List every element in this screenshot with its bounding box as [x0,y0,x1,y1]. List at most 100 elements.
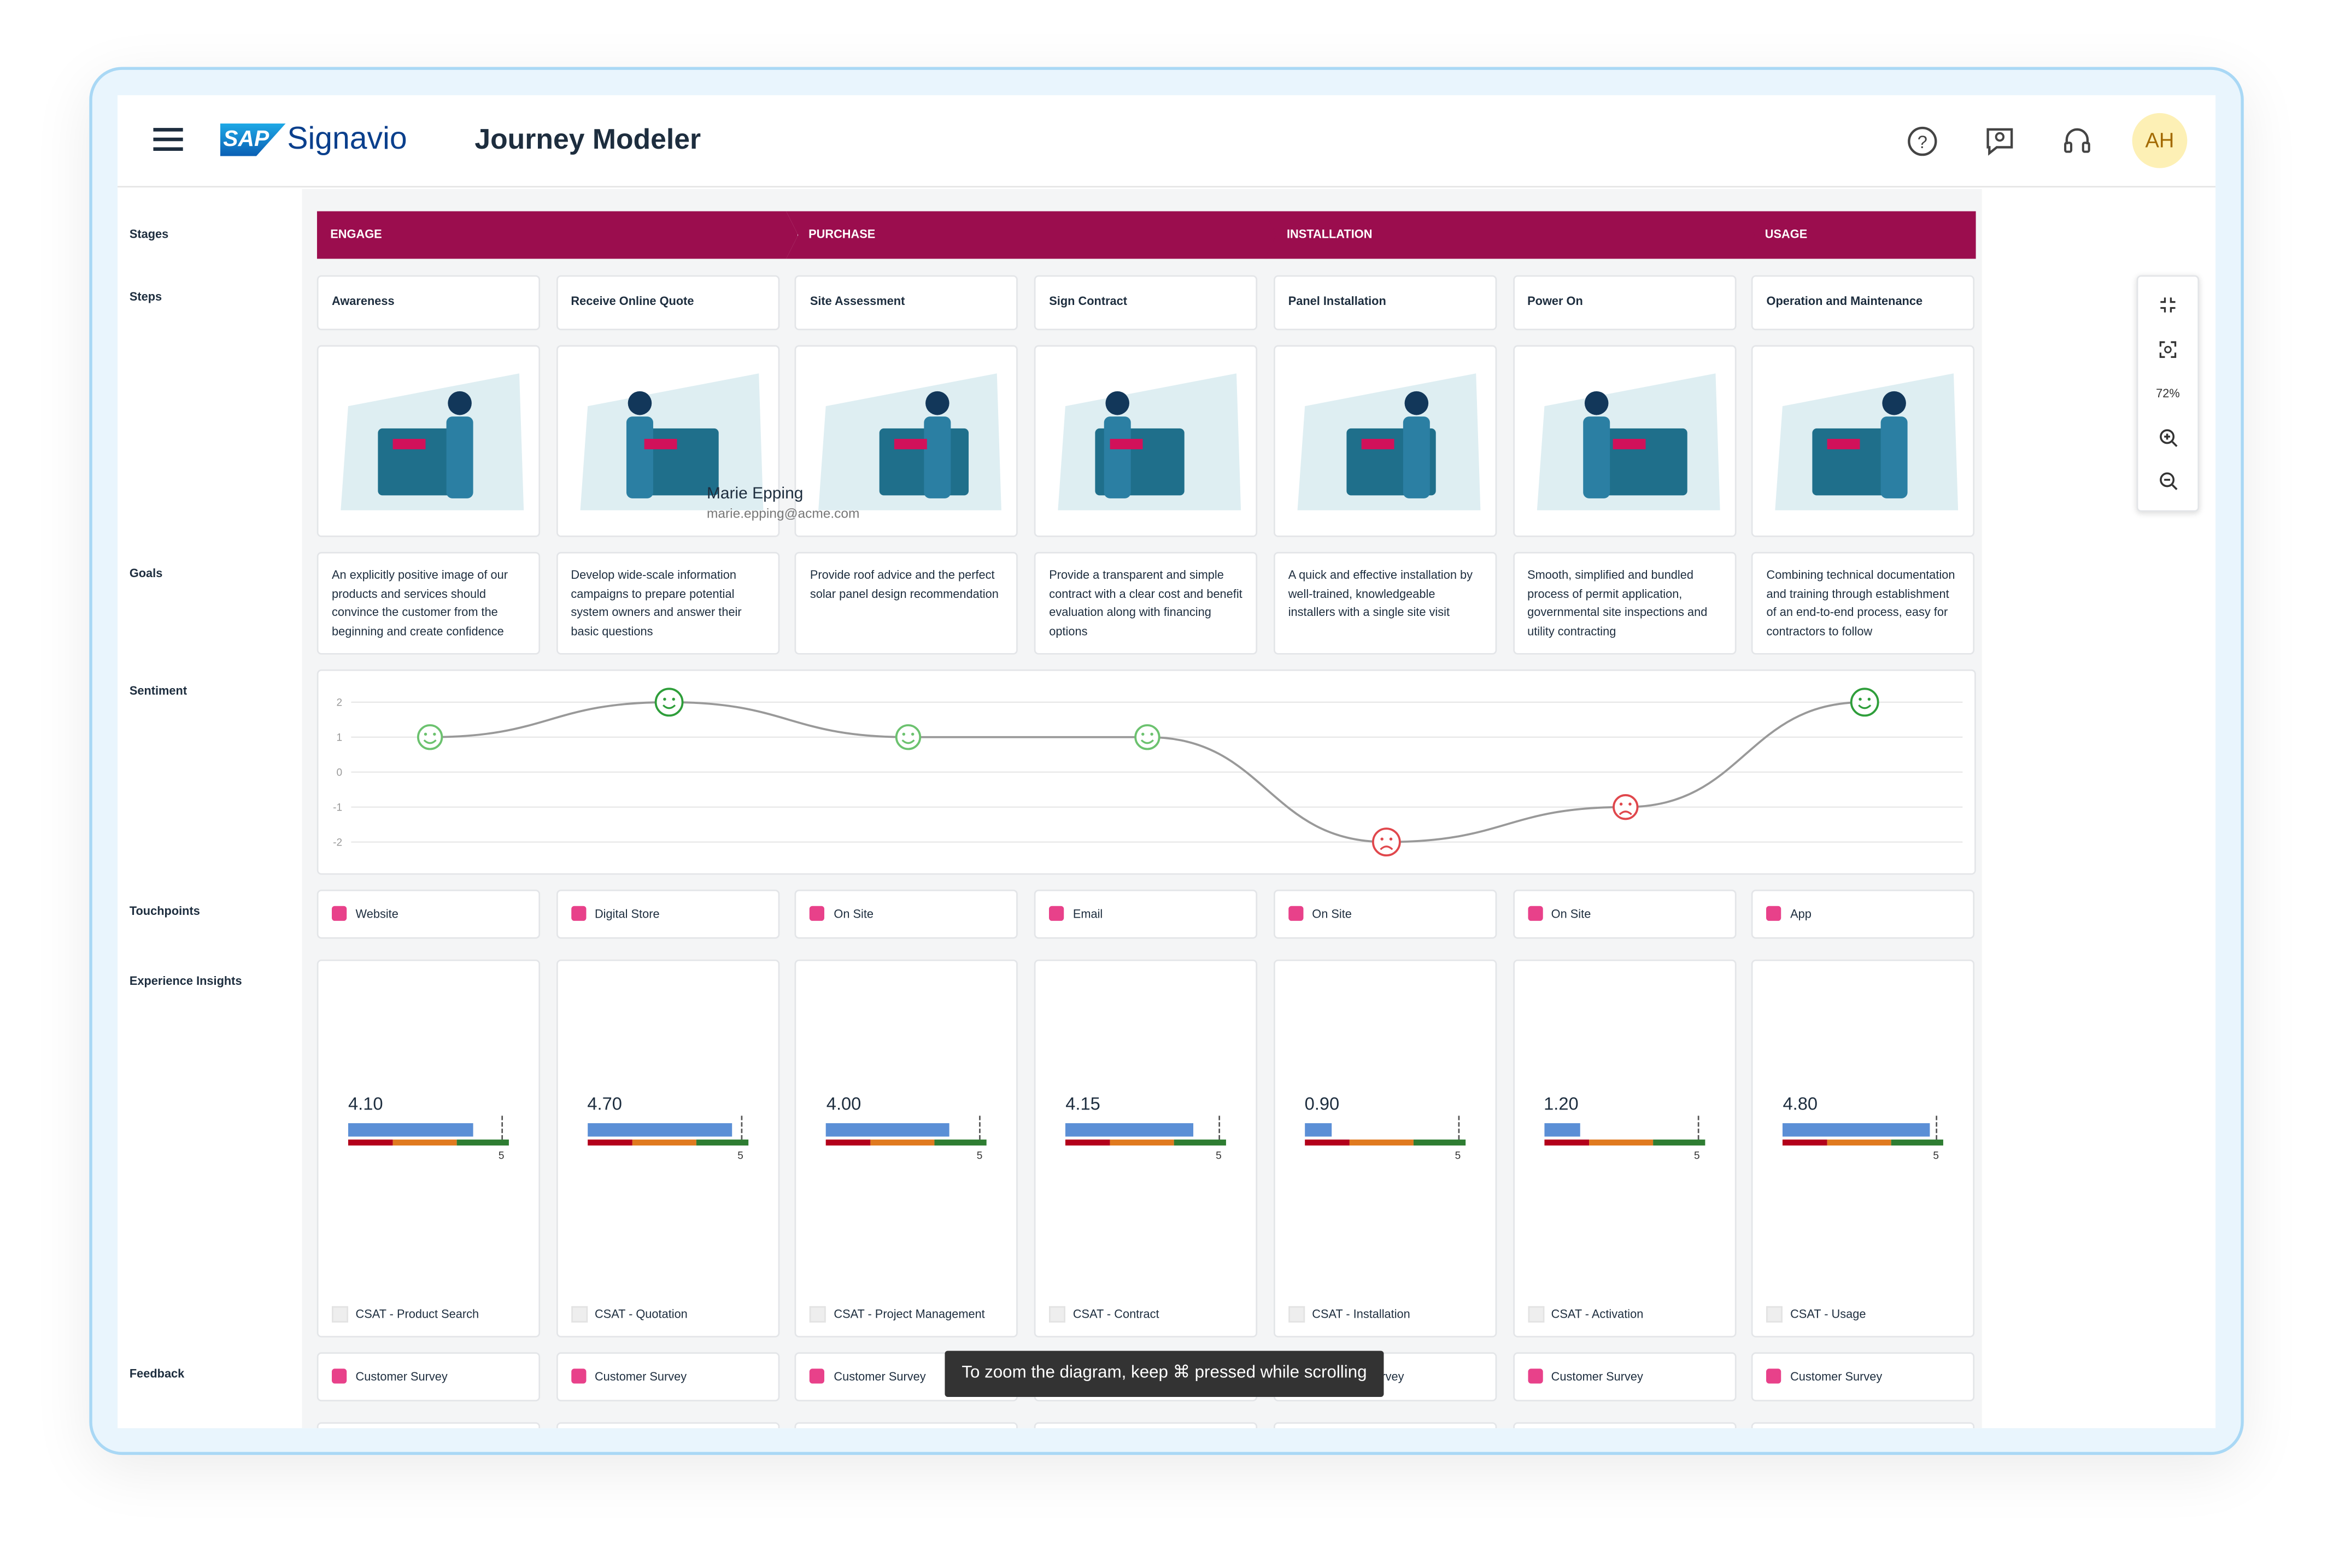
goal-card: A quick and effective installation by we… [1273,551,1497,655]
touchpoint-label: Email [1072,907,1103,921]
illustration [579,373,763,510]
stage-chevron: PURCHASE [786,212,1279,259]
face [1371,827,1401,857]
max-marker [980,1115,981,1140]
max-marker [740,1115,742,1140]
score-max: 5 [737,1151,743,1162]
figure-body [1582,416,1609,498]
avatar[interactable]: AH [2132,113,2188,168]
score-max: 5 [976,1151,983,1162]
goal-card: Combining technical documentation and tr… [1751,551,1975,655]
touchpoint-icon [1527,906,1543,921]
max-marker [1458,1115,1459,1140]
figure-body [446,416,473,498]
metric-label: CSAT - Contract [1072,1307,1159,1322]
scale-band [826,1140,871,1146]
zoom-out-icon[interactable] [2159,472,2178,491]
touchpoint-label: App [1790,907,1812,921]
scale-band [1065,1140,1110,1146]
metric-label: CSAT - Project Management [834,1307,985,1322]
next-card [1034,1422,1258,1429]
max-marker [1218,1115,1221,1140]
score-bar [1065,1123,1193,1137]
fit-icon[interactable] [2159,296,2177,314]
metric-label: CSAT - Quotation [594,1307,688,1322]
checkbox [1527,1306,1544,1323]
eye [1380,837,1384,841]
feedback-icon [1766,1369,1781,1384]
illustration-card [1751,345,1975,537]
feedback-icon [332,1369,347,1384]
zoom-in-icon[interactable] [2159,428,2178,448]
touchpoint-icon [332,906,347,921]
row-label: Experience Insights [129,974,242,988]
scale-band [631,1140,696,1146]
feedback-icon [810,1369,825,1384]
eye [1150,732,1153,736]
help-icon[interactable]: ? [1906,125,1939,158]
score-bar [348,1123,474,1137]
goal-card: Provide roof advice and the perfect sola… [795,551,1018,655]
step-name: Awareness [332,294,395,308]
sentiment-face [895,724,922,750]
sentiment-face [1850,688,1879,717]
metric-label: CSAT - Usage [1790,1307,1866,1322]
step-name: Receive Online Quote [571,294,694,308]
figure-body [1881,416,1908,498]
figure-head [1404,391,1428,415]
feedback-icon[interactable] [1983,125,2016,158]
step-card: Site Assessment [795,275,1018,331]
metric-label: CSAT - Activation [1551,1307,1644,1322]
scale-band [1588,1140,1652,1146]
step-name: Operation and Maintenance [1766,294,1923,308]
eye [1867,697,1871,701]
accent [894,438,928,450]
scale-band [1174,1140,1227,1146]
focus-icon[interactable] [2159,340,2177,359]
checkbox [1766,1306,1783,1323]
touchpoint-icon [571,906,586,921]
score-bar [1783,1123,1930,1137]
step-name: Panel Installation [1288,294,1386,308]
brand: Signavio [287,122,407,156]
touchpoint-card: App [1751,889,1975,939]
y-tick-label: 2 [336,697,342,709]
insight-card: 4.15 5 CSAT - Contract [1034,959,1258,1338]
eye [1389,837,1393,841]
touchpoint-card: Email [1034,889,1258,939]
touchpoint-card: Website [316,889,541,939]
max-marker [501,1115,503,1140]
touchpoint-label: On Site [1551,907,1591,921]
goal-card: Develop wide-scale information campaigns… [556,551,779,655]
step-name: Sign Contract [1049,294,1128,308]
face [895,724,922,750]
metric-label: CSAT - Installation [1312,1307,1410,1322]
next-card [1273,1422,1497,1429]
step-card: Sign Contract [1034,275,1258,331]
illustration-card [1034,345,1258,537]
menu-icon[interactable] [153,126,183,153]
stage-chevron: ENGAGE [317,212,798,259]
scale-band [348,1140,393,1146]
support-icon[interactable] [2061,125,2094,158]
feedback-icon [571,1369,586,1384]
step-card: Operation and Maintenance [1751,275,1975,331]
touchpoint-icon [810,906,825,921]
tooltip-email: marie.epping@acme.com [706,506,860,521]
sentiment-chart: 2 1 0 -1 -2 [333,688,1963,857]
score: 4.15 [1065,1093,1100,1114]
next-card [556,1422,779,1429]
step-card: Awareness [316,275,541,331]
sentiment-face [1613,794,1639,820]
toast: To zoom the diagram, keep ⌘ pressed whil… [945,1350,1384,1397]
stage-label: INSTALLATION [1286,227,1373,241]
row-label: Steps [129,290,162,304]
checkbox [571,1306,588,1323]
eye [1141,732,1145,736]
mouth [423,739,437,744]
mouth [901,739,915,744]
app-title: Journey Modeler [474,125,701,156]
max-marker [1936,1115,1938,1140]
sentiment-panel: 2 1 0 -1 -2 [316,669,1976,875]
